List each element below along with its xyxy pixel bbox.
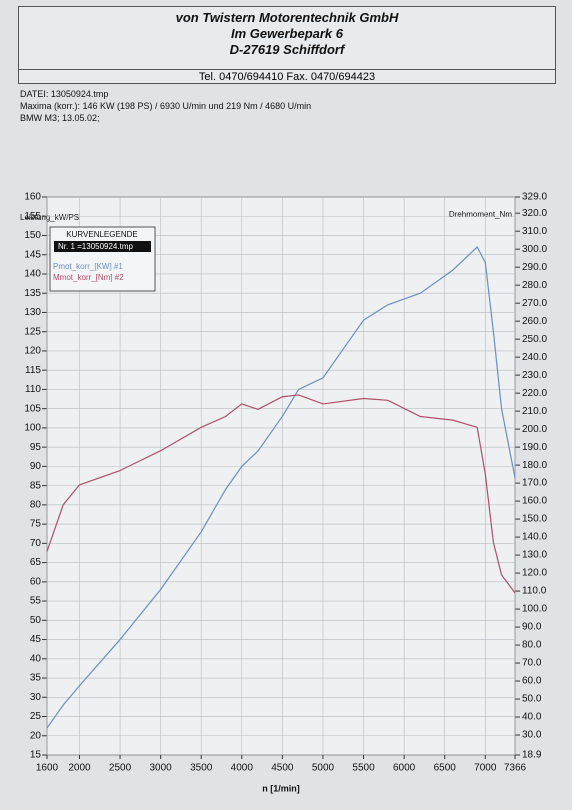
legend: KURVENLEGENDE Nr. 1 =13050924.tmp Pmot_kor… — [49, 226, 156, 292]
legend-title: KURVENLEGENDE — [66, 230, 137, 239]
y-tick-label: 30 — [30, 692, 42, 703]
y2-label: Drehmoment_Nm — [449, 210, 512, 219]
header-box: von Twistern Motorentechnik GmbH Im Gewe… — [18, 6, 556, 84]
y2-tick-label: 80.0 — [522, 640, 542, 651]
y-tick-label: 135 — [24, 288, 41, 299]
street: Im Gewerbepark 6 — [231, 26, 343, 41]
y2-tick-label: 220.0 — [522, 388, 547, 399]
y2-tick-label: 120.0 — [522, 568, 547, 579]
legend-box — [49, 226, 156, 292]
y2-tick-label: 300.0 — [522, 244, 547, 255]
x-tick-label: 6000 — [393, 763, 416, 774]
x-tick-label: 5000 — [312, 763, 335, 774]
x-tick-label: 5500 — [352, 763, 375, 774]
x-tick-label: 7000 — [474, 763, 497, 774]
x-tick-label: 1600 — [36, 763, 59, 774]
y-tick-label: 110 — [25, 384, 41, 395]
x-tick-label: 7366 — [504, 763, 527, 774]
y2-tick-label: 70.0 — [522, 658, 542, 669]
y-tick-label: 155 — [24, 211, 41, 222]
y-tick-label: 15 — [30, 750, 42, 761]
y2-tick-label: 230.0 — [522, 370, 547, 381]
y-tick-label: 50 — [30, 615, 42, 626]
y2-tick-label: 60.0 — [522, 676, 542, 687]
y2-tick-label: 200.0 — [522, 424, 547, 435]
x-tick-label: 3000 — [150, 763, 173, 774]
y-tick-label: 35 — [30, 673, 42, 684]
y-tick-label: 140 — [24, 269, 41, 280]
y2-tick-label: 170.0 — [522, 478, 547, 489]
y2-tick-label: 30.0 — [522, 730, 542, 741]
y-tick-label: 55 — [30, 596, 42, 607]
y-tick-label: 95 — [30, 442, 42, 453]
y-tick-label: 85 — [30, 480, 42, 491]
y2-tick-label: 329.0 — [522, 192, 547, 203]
y2-tick-label: 40.0 — [522, 712, 542, 723]
company: von Twistern Motorentechnik GmbH — [175, 10, 399, 25]
y2-tick-label: 150.0 — [522, 514, 547, 525]
y-tick-label: 145 — [24, 249, 41, 260]
y-tick-label: 20 — [30, 730, 42, 741]
y-tick-label: 105 — [24, 403, 41, 414]
y-tick-label: 40 — [30, 653, 42, 664]
y2-tick-label: 130.0 — [522, 550, 547, 561]
vehicle: BMW M3; 13.05.02; — [20, 113, 100, 123]
y2-tick-label: 18.9 — [522, 750, 542, 761]
y-tick-label: 130 — [24, 307, 41, 318]
x-label: n [1/min] — [262, 783, 300, 793]
y2-tick-label: 290.0 — [522, 262, 547, 273]
info: DATEI: 13050924.tmp Maxima (korr.): 146 … — [20, 88, 311, 124]
x-tick-label: 2500 — [109, 763, 132, 774]
x-tick-label: 3500 — [190, 763, 213, 774]
y2-tick-label: 110.0 — [522, 586, 547, 597]
y-tick-label: 25 — [30, 711, 42, 722]
y2-tick-label: 210.0 — [522, 406, 547, 417]
y2-tick-label: 50.0 — [522, 694, 542, 705]
y-tick-label: 60 — [30, 576, 42, 587]
y-tick-label: 125 — [24, 326, 41, 337]
y2-tick-label: 90.0 — [522, 622, 542, 633]
y2-tick-label: 100.0 — [522, 604, 547, 615]
y2-tick-label: 280.0 — [522, 280, 547, 291]
y2-tick-label: 240.0 — [522, 352, 547, 363]
y-label: Leistung_kW/PS — [20, 213, 79, 222]
y-tick-label: 75 — [30, 519, 42, 530]
y-tick-label: 45 — [30, 634, 42, 645]
y-tick-label: 100 — [24, 423, 41, 434]
y-tick-label: 120 — [24, 346, 41, 357]
y2-tick-label: 180.0 — [522, 460, 547, 471]
y2-tick-label: 250.0 — [522, 334, 547, 345]
series-line — [46, 246, 516, 729]
y-tick-label: 80 — [30, 500, 42, 511]
y-tick-label: 115 — [25, 365, 41, 376]
series-line — [46, 394, 516, 594]
y2-tick-label: 320.0 — [522, 208, 547, 219]
city: D-27619 Schiffdorf — [229, 42, 345, 57]
y2-tick-label: 270.0 — [522, 298, 547, 309]
legend-file: Nr. 1 =13050924.tmp — [58, 242, 133, 251]
x-tick-label: 2000 — [68, 763, 91, 774]
phone: Tel. 0470/694410 Fax. 0470/694423 — [19, 69, 555, 84]
y2-tick-label: 140.0 — [522, 532, 547, 543]
y-tick-label: 160 — [24, 192, 41, 203]
y2-tick-label: 310.0 — [522, 226, 547, 237]
file: DATEI: 13050924.tmp — [20, 89, 109, 99]
maxima: Maxima (korr.): 146 KW (198 PS) / 6930 U… — [20, 101, 312, 111]
legend-file-bg — [54, 241, 151, 252]
x-tick-label: 6500 — [434, 763, 457, 774]
x-tick-label: 4500 — [271, 763, 294, 774]
y2-tick-label: 190.0 — [522, 442, 547, 453]
y2-tick-label: 160.0 — [522, 496, 547, 507]
legend-entry: Pmot_korr_[KW] #1 — [53, 262, 123, 271]
y2-tick-label: 260.0 — [522, 316, 547, 327]
legend-entry: Mmot_korr_[Nm] #2 — [53, 273, 124, 282]
y-tick-label: 150 — [24, 230, 41, 241]
y-tick-label: 90 — [30, 461, 42, 472]
y-tick-label: 65 — [30, 557, 42, 568]
x-tick-label: 4000 — [231, 763, 254, 774]
y-tick-label: 70 — [30, 538, 42, 549]
